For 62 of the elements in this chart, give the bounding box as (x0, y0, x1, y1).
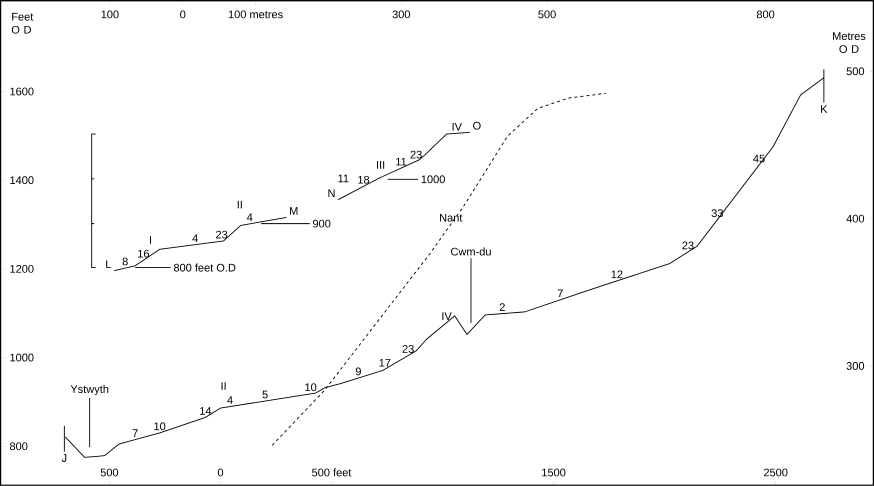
annotation: O (473, 122, 481, 130)
annotation: 17 (380, 359, 390, 367)
annotation: J (62, 454, 66, 462)
x-tick-label: 500 (100, 468, 118, 476)
x2-tick-label: 100 (102, 10, 119, 18)
y-tick-label: 1000 (10, 354, 34, 362)
annotation: 10 (305, 383, 316, 392)
annotation: 10 (154, 422, 166, 430)
annotation: 800 feet O.D (174, 264, 236, 272)
annotation: 33 (712, 209, 723, 218)
y-tick-label: 1200 (10, 265, 34, 273)
x2-tick-label: 300 (392, 10, 410, 18)
annotation: Ystwyth (70, 384, 108, 396)
annotation: 4 (227, 396, 233, 404)
annotation: 2 (500, 303, 505, 312)
x-tick-label: 2500 (764, 468, 788, 476)
x2-tick-label: 500 (538, 10, 556, 18)
x2-tick-label: 0 (180, 10, 186, 18)
annotation: 4 (192, 234, 198, 242)
annotation: Cwm-du (451, 247, 491, 256)
x2-tick-label: 800 (756, 10, 774, 18)
annotation: M (290, 207, 298, 215)
annotation: I (150, 236, 152, 244)
x-tick-label: 0 (218, 468, 224, 476)
y2-tick-label: 300 (846, 362, 864, 370)
annotation: IV (442, 312, 452, 320)
y-axis-title: Feet O D (12, 12, 34, 34)
annotation: 16 (138, 250, 150, 258)
annotation: 18 (358, 176, 370, 184)
annotation: 7 (132, 429, 138, 437)
annotation: Nant (440, 214, 462, 222)
annotation: 9 (356, 368, 361, 376)
annotation: 23 (410, 150, 422, 159)
annotation: 23 (682, 242, 694, 250)
y2-tick-label: 500 (846, 67, 864, 76)
y2-tick-label: 400 (846, 214, 864, 223)
annotation: L (106, 260, 112, 268)
annotation: 23 (402, 345, 414, 353)
annotation: K (821, 105, 828, 113)
annotation: 5 (262, 390, 268, 398)
y-tick-label: 1400 (10, 176, 34, 184)
x-tick-label: 1500 (542, 468, 566, 476)
annotation: 8 (122, 258, 128, 266)
y-tick-label: 800 (10, 442, 28, 450)
annotation: 900 (312, 220, 330, 228)
y2-axis-title: Metres O D (833, 32, 866, 54)
annotation: 14 (200, 407, 212, 415)
annotation: II (222, 382, 226, 390)
annotation: 12 (612, 270, 622, 278)
y-tick-label: 1600 (10, 88, 34, 96)
x2-tick-label: 100 metres (228, 10, 283, 18)
annotation: 4 (246, 214, 253, 222)
annotation: III (377, 161, 384, 169)
annotation: N (328, 189, 335, 198)
x-tick-label: 500 feet (312, 468, 352, 476)
annotation: 7 (558, 290, 563, 298)
annotation: 11 (338, 174, 348, 182)
annotation: 23 (216, 230, 228, 239)
annotation: II (238, 200, 242, 208)
annotation: 11 (396, 158, 406, 166)
annotation: 1000 (422, 175, 445, 184)
annotation: IV (452, 123, 462, 131)
